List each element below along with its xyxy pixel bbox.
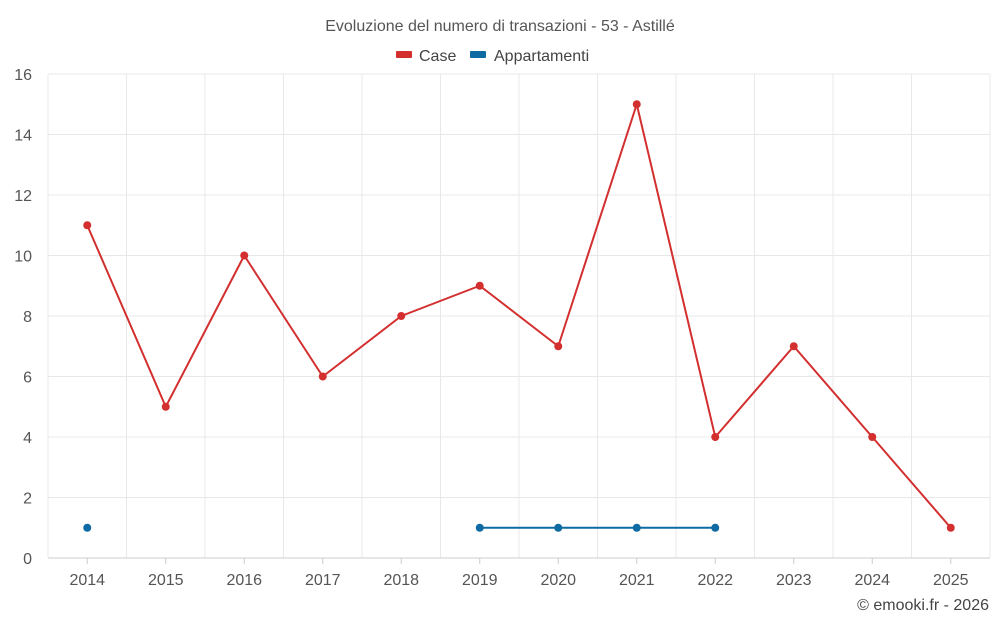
data-point[interactable]: [554, 342, 563, 351]
data-point[interactable]: [946, 523, 955, 532]
series-line: [86, 103, 952, 529]
y-tick-label: 10: [14, 249, 32, 266]
legend-item-appartamenti[interactable]: Appartamenti: [470, 48, 589, 65]
data-point[interactable]: [554, 523, 563, 532]
x-tick-label: 2017: [305, 572, 341, 589]
x-tick-label: 2024: [854, 572, 890, 589]
x-tick-label: 2016: [226, 572, 262, 589]
data-point[interactable]: [318, 372, 327, 381]
data-point[interactable]: [632, 100, 641, 109]
series-appartamenti: [83, 523, 720, 532]
axes: 0 2 4 6 8 10 12 14 16 2014 2015 2016 2017 2018 2019 202…: [14, 67, 990, 589]
data-point[interactable]: [397, 312, 406, 320]
y-tick-label: 12: [14, 188, 32, 205]
x-tick-label: 2025: [933, 572, 969, 589]
legend-item-case[interactable]: Case: [396, 48, 456, 65]
y-tick-label: 4: [23, 430, 32, 447]
y-tick-label: 0: [23, 551, 32, 568]
legend: Case Appartamenti: [396, 48, 589, 65]
y-tick-label: 6: [23, 370, 32, 387]
x-tick-label: 2015: [148, 572, 184, 589]
x-tick-label: 2023: [776, 572, 812, 589]
x-tick-label: 2018: [383, 572, 419, 589]
data-point[interactable]: [789, 342, 798, 351]
legend-label-case: Case: [419, 48, 456, 65]
credit-text: © emooki.fr - 2026: [857, 597, 989, 614]
y-tick-label: 8: [23, 309, 32, 326]
data-point[interactable]: [475, 523, 484, 532]
data-point[interactable]: [632, 523, 641, 532]
x-tick-label: 2021: [619, 572, 655, 589]
series-case: [83, 100, 955, 532]
series: [83, 100, 955, 532]
data-point[interactable]: [83, 221, 92, 230]
data-point[interactable]: [475, 281, 484, 290]
x-tick-label: 2019: [462, 572, 498, 589]
x-tick-label: 2022: [697, 572, 733, 589]
data-point[interactable]: [868, 433, 877, 441]
x-tick-label: 2020: [540, 572, 576, 589]
legend-label-appartamenti: Appartamenti: [494, 48, 589, 65]
y-tick-label: 16: [14, 67, 32, 84]
legend-swatch-appartamenti: [470, 51, 486, 58]
legend-swatch-case: [396, 51, 412, 58]
chart-title: Evoluzione del numero di transazioni - 5…: [325, 18, 675, 35]
data-point[interactable]: [240, 251, 249, 260]
data-point[interactable]: [161, 402, 170, 411]
x-tick-label: 2014: [69, 572, 105, 589]
y-tick-label: 2: [23, 491, 32, 508]
data-point[interactable]: [711, 523, 720, 532]
data-point[interactable]: [711, 433, 720, 441]
y-tick-label: 14: [14, 128, 32, 145]
data-point[interactable]: [83, 523, 92, 532]
